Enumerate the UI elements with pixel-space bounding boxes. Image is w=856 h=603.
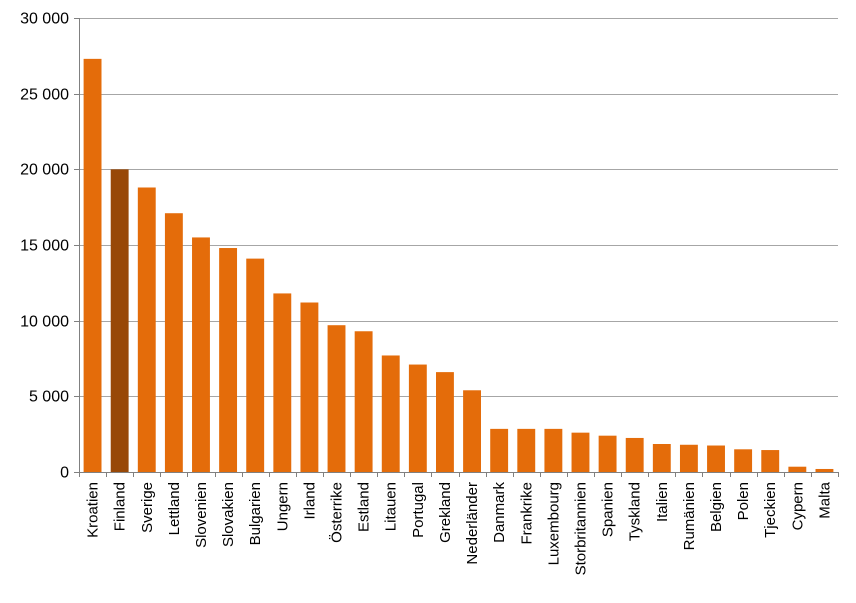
x-tick-label: Portugal — [410, 482, 427, 538]
x-tick-label: Nederländer — [464, 482, 481, 565]
x-tick-labels: Kroatien Finland Sverige Lettland Slovenien S… — [85, 481, 834, 575]
x-tick-label: Storbritannien — [572, 482, 589, 575]
x-tick-label: Malta — [816, 481, 833, 518]
bar-storbritannien — [571, 432, 590, 472]
bar-finland — [110, 169, 129, 473]
bar-lettland — [164, 213, 183, 472]
y-tick-label: 20 000 — [20, 162, 69, 179]
y-tick-label: 10 000 — [20, 314, 69, 331]
x-tick-label: Irland — [301, 482, 318, 520]
bar-litauen — [381, 355, 400, 472]
x-tick-label: Lettland — [166, 482, 183, 535]
bar-frankrike — [517, 428, 536, 472]
bar-ungern — [273, 293, 292, 472]
x-tick-label: Tyskland — [627, 482, 644, 541]
x-tick-label: Ungern — [274, 482, 291, 531]
x-tick-label: Italien — [654, 482, 671, 522]
bar-irland — [300, 302, 319, 472]
y-tick-labels: 0 5 000 10 000 15 000 20 000 25 000 30 000 — [20, 11, 69, 482]
x-tick-label: Danmark — [491, 482, 508, 543]
x-tick-label: Sverige — [139, 482, 156, 533]
bar-rumänien — [679, 444, 698, 472]
x-tick-label: Bulgarien — [247, 482, 264, 545]
x-tick-label: Österrike — [328, 482, 346, 543]
x-tick-label: Frankrike — [518, 482, 535, 545]
x-tick-label: Luxembourg — [545, 482, 562, 565]
bar-portugal — [408, 364, 427, 472]
x-tick-label: Grekland — [437, 482, 454, 543]
x-tick-label: Litauen — [383, 482, 400, 531]
bars — [83, 58, 834, 473]
bar-slovakien — [219, 248, 238, 472]
y-tick-label: 15 000 — [20, 238, 69, 255]
bar-tjeckien — [761, 450, 780, 472]
bar-cypern — [788, 466, 807, 472]
y-tick-label: 5 000 — [29, 389, 69, 406]
bar-italien — [652, 444, 671, 472]
bar-nederländer — [463, 390, 481, 472]
x-tick-label: Spanien — [600, 482, 617, 537]
bar-sverige — [137, 187, 156, 472]
bar-belgien — [707, 445, 725, 472]
bar-slovenien — [192, 237, 210, 472]
x-tick-label: Rumänien — [681, 482, 698, 550]
bar-estland — [354, 331, 373, 472]
x-tick-label: Slovakien — [220, 482, 237, 547]
bar-tyskland — [625, 437, 644, 472]
bar-danmark — [490, 428, 509, 472]
x-tick-label: Polen — [735, 482, 752, 520]
bar-polen — [734, 449, 753, 472]
x-tick-label: Finland — [112, 482, 129, 531]
bar-luxembourg — [544, 428, 563, 472]
bar-grekland — [436, 372, 454, 472]
x-tick-label: Cypern — [789, 482, 806, 530]
bar-spanien — [598, 435, 617, 472]
x-tick-label: Kroatien — [85, 482, 102, 538]
axes — [74, 18, 839, 477]
y-tick-label: 30 000 — [20, 11, 69, 28]
bar-österrike — [327, 325, 346, 472]
x-tick-label: Tjeckien — [762, 482, 779, 538]
y-tick-label: 0 — [60, 465, 69, 482]
x-tick-label: Estland — [356, 482, 373, 532]
x-tick-label: Slovenien — [193, 482, 210, 548]
bar-malta — [815, 468, 834, 472]
x-tick-label: Belgien — [708, 482, 725, 532]
bar-kroatien — [83, 58, 102, 473]
bar-bulgarien — [246, 258, 265, 472]
y-tick-label: 25 000 — [20, 87, 69, 104]
